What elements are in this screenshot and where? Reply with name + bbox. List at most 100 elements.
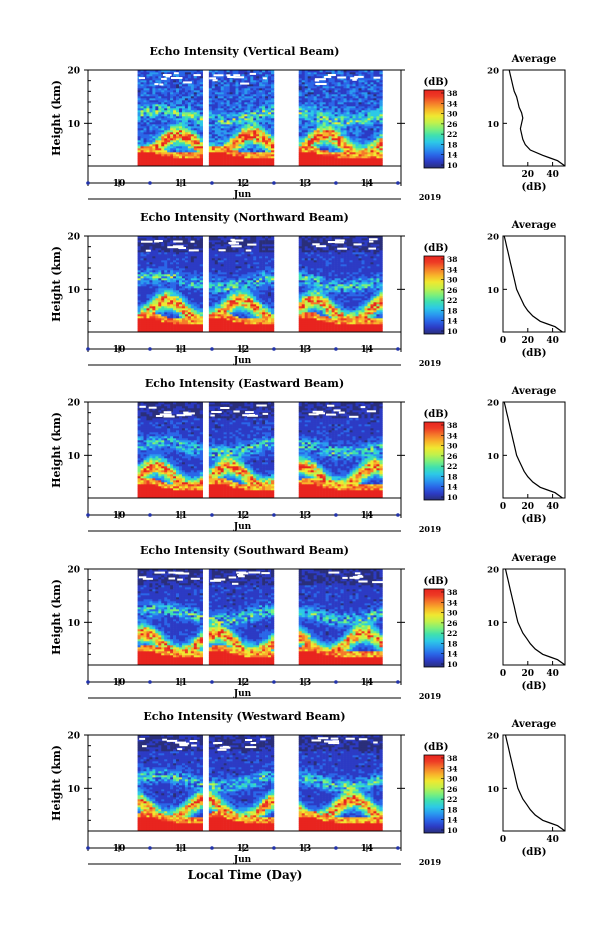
y-axis-label: Height (km) xyxy=(50,745,63,821)
colorbar-tick-label: 14 xyxy=(447,650,457,659)
colorbar-tick-label: 26 xyxy=(447,120,457,129)
profile-title: Average xyxy=(511,719,557,730)
x-tick-label: 12 xyxy=(237,345,250,355)
colorbar-tick-label: 18 xyxy=(447,805,457,814)
heatmap-block xyxy=(137,735,203,832)
month-label: Jun xyxy=(233,689,252,699)
x-minor-marker xyxy=(210,347,214,351)
profile-frame xyxy=(502,235,566,333)
colorbar-tick-label: 38 xyxy=(447,421,457,430)
x-tick-label: 13 xyxy=(299,678,312,688)
profile-frame xyxy=(502,401,566,499)
profile-x-tick-label: 0 xyxy=(500,835,506,845)
colorbar-unit: (dB) xyxy=(424,243,449,254)
heatmap-block xyxy=(208,236,275,333)
heatmap-block xyxy=(298,402,383,499)
x-minor-marker xyxy=(396,347,400,351)
profile-title: Average xyxy=(511,220,557,231)
profile-frame xyxy=(502,568,566,666)
colorbar-tick-label: 10 xyxy=(447,660,457,669)
chart-panel-0: Echo Intensity (Vertical Beam) 20 10 Height… xyxy=(50,45,566,202)
x-tick-label: 12 xyxy=(237,511,250,521)
profile-title: Average xyxy=(511,553,557,564)
x-minor-marker xyxy=(334,513,338,517)
colorbar-tick-label: 26 xyxy=(447,619,457,628)
y-tick-label: 10 xyxy=(67,286,80,296)
colorbar-unit: (dB) xyxy=(424,409,449,420)
plot-frame xyxy=(87,568,402,666)
panel-title: Echo Intensity (Southward Beam) xyxy=(140,544,349,557)
colorbar-tick-label: 38 xyxy=(447,89,457,98)
x-minor-marker xyxy=(396,846,400,850)
x-minor-marker xyxy=(210,513,214,517)
profile-x-tick-label: 0 xyxy=(500,336,506,346)
x-minor-marker xyxy=(148,181,152,185)
profile-x-label: (dB) xyxy=(522,681,547,692)
profile-line xyxy=(504,734,566,832)
x-tick-label: 12 xyxy=(237,179,250,189)
x-minor-marker xyxy=(272,680,276,684)
x-minor-marker xyxy=(210,181,214,185)
x-tick-label: 11 xyxy=(175,345,188,355)
panel-title: Echo Intensity (Northward Beam) xyxy=(140,211,349,224)
y-tick-label: 20 xyxy=(67,233,80,243)
x-minor-marker xyxy=(272,846,276,850)
global-xlabel: Local Time (Day) xyxy=(188,868,303,882)
y-axis-label: Height (km) xyxy=(50,579,63,655)
colorbar-tick-label: 30 xyxy=(447,276,457,285)
x-minor-marker xyxy=(148,680,152,684)
x-tick-label: 11 xyxy=(175,844,188,854)
profile-y-tick-label: 10 xyxy=(487,619,499,629)
profile-x-tick-label: 0 xyxy=(500,669,506,679)
x-minor-marker xyxy=(334,347,338,351)
profile-x-tick-label: 20 xyxy=(522,669,535,679)
x-tick-label: 11 xyxy=(175,511,188,521)
x-minor-marker xyxy=(86,513,90,517)
profile-title: Average xyxy=(511,54,557,65)
colorbar-tick-label: 22 xyxy=(447,462,457,471)
plot-frame xyxy=(87,235,402,333)
x-tick-label: 13 xyxy=(299,179,312,189)
profile-title: Average xyxy=(511,386,557,397)
x-tick-label: 10 xyxy=(113,511,126,521)
colorbar-tick-label: 30 xyxy=(447,775,457,784)
profile-x-tick-label: 40 xyxy=(546,170,559,180)
chart-panel-1: Echo Intensity (Northward Beam) 20 10 Heigh… xyxy=(50,211,566,368)
colorbar-tick-label: 30 xyxy=(447,609,457,618)
colorbar-tick-label: 38 xyxy=(447,255,457,264)
heatmap-block xyxy=(208,569,275,666)
profile-y-tick-label: 10 xyxy=(487,120,499,130)
x-tick-label: 14 xyxy=(361,345,374,355)
x-tick-label: 13 xyxy=(299,345,312,355)
x-tick-label: 12 xyxy=(237,678,250,688)
profile-y-tick-label: 10 xyxy=(487,286,499,296)
colorbar-tick-label: 34 xyxy=(447,598,457,607)
y-tick-label: 10 xyxy=(67,785,80,795)
colorbar-tick-label: 26 xyxy=(447,452,457,461)
profile-x-label: (dB) xyxy=(522,847,547,858)
heatmap-block xyxy=(137,569,203,666)
y-tick-label: 10 xyxy=(67,452,80,462)
heatmap-block xyxy=(137,70,203,167)
heatmap-block xyxy=(298,735,383,832)
heatmap-block xyxy=(298,236,383,333)
colorbar-tick-label: 22 xyxy=(447,629,457,638)
colorbar-tick-label: 10 xyxy=(447,327,457,336)
y-axis-label: Height (km) xyxy=(50,246,63,322)
x-minor-marker xyxy=(210,846,214,850)
profile-y-tick-label: 10 xyxy=(487,452,499,462)
x-tick-label: 10 xyxy=(113,345,126,355)
colorbar xyxy=(423,255,445,335)
x-tick-label: 14 xyxy=(361,179,374,189)
heatmap-block xyxy=(298,569,384,666)
profile-y-tick-label: 20 xyxy=(487,399,499,409)
colorbar-tick-label: 22 xyxy=(447,296,457,305)
colorbar-tick-label: 10 xyxy=(447,826,457,835)
y-tick-label: 10 xyxy=(67,120,80,130)
profile-x-label: (dB) xyxy=(522,348,547,359)
colorbar-tick-label: 14 xyxy=(447,816,457,825)
y-tick-label: 20 xyxy=(67,566,80,576)
x-tick-label: 14 xyxy=(361,678,374,688)
colorbar-tick-label: 38 xyxy=(447,588,457,597)
heatmap-block xyxy=(208,735,275,832)
